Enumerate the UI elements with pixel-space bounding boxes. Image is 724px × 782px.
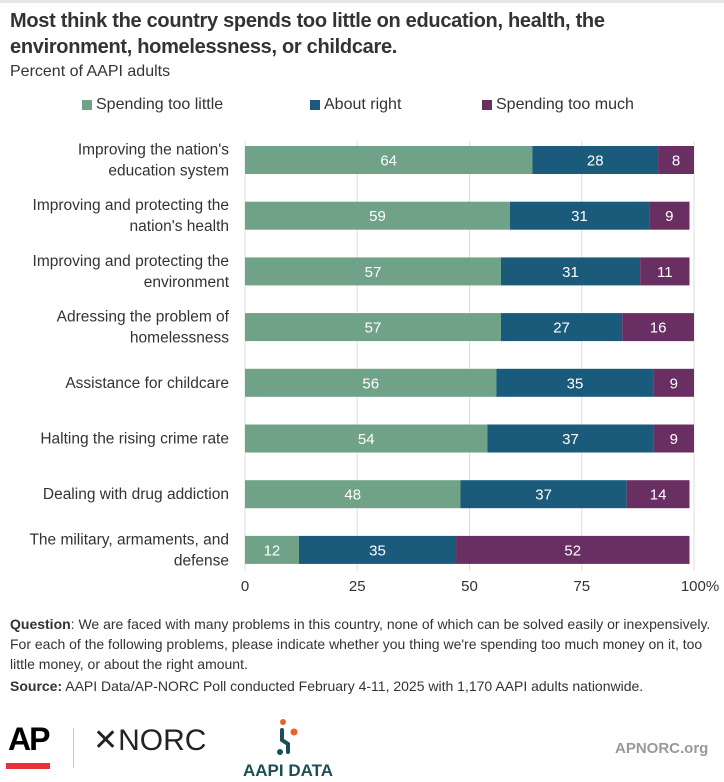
data-label: 54 (358, 431, 375, 448)
source-text: AAPI Data/AP-NORC Poll conducted Februar… (62, 678, 644, 694)
bar-segment (649, 201, 690, 230)
bar-segment (509, 201, 650, 230)
ap-logo: AP (8, 721, 50, 757)
data-label: 28 (587, 153, 604, 170)
category-label: Improving and protecting the (33, 253, 229, 270)
data-label: 59 (369, 208, 386, 225)
data-label: 31 (562, 264, 579, 281)
data-label: 35 (567, 375, 584, 392)
data-label: 64 (380, 153, 397, 170)
data-label: 9 (670, 375, 678, 392)
legend-item: Spending too much (482, 96, 634, 114)
bar-segment (496, 368, 654, 397)
website-label: APNORC.org (615, 740, 709, 757)
source-note: Source: AAPI Data/AP-NORC Poll conducted… (10, 678, 643, 694)
data-label: 37 (562, 431, 579, 448)
data-label: 9 (665, 208, 673, 225)
x-tick-label: 0 (241, 578, 249, 595)
legend-label: Spending too much (496, 96, 634, 113)
category-label: education system (108, 163, 229, 180)
aapi-data-logo: AAPI DATA (243, 761, 334, 780)
bar-segment (298, 535, 457, 564)
bar-segment (640, 257, 690, 286)
bar-segment (653, 424, 694, 453)
x-tick-label: 25 (349, 578, 366, 595)
category-label: defense (174, 552, 229, 569)
data-label: 35 (369, 542, 386, 559)
data-label: 12 (264, 542, 281, 559)
bar-segment (245, 257, 501, 286)
category-label: Improving and protecting the (33, 197, 229, 214)
legend-label: Spending too little (96, 96, 224, 113)
category-label: environment (144, 274, 230, 291)
data-label: 31 (571, 208, 588, 225)
bar-segment (245, 313, 501, 342)
chart-title: Most think the country spends too little… (10, 10, 605, 58)
legend-label: About right (324, 96, 402, 113)
norc-logo: ✕NORC (93, 724, 207, 757)
question-note: Question: We are faced with many problem… (10, 614, 720, 674)
bar-segment (245, 201, 510, 230)
category-label: Halting the rising crime rate (40, 431, 229, 448)
bar-segment (460, 480, 627, 509)
bar-segment (245, 424, 488, 453)
bar-segment (658, 146, 694, 174)
category-label: Improving the nation's (78, 142, 229, 159)
legend-item: About right (310, 96, 401, 114)
ap-logo-bar (6, 763, 50, 769)
data-label: 48 (344, 487, 361, 504)
bar-chart: 0 25 50 75 100% Improving the nation's educati… (29, 141, 719, 595)
data-label: 37 (535, 487, 552, 504)
legend-item: Spending too little (82, 96, 223, 114)
logo-divider (73, 728, 74, 768)
data-label: 9 (670, 431, 678, 448)
legend-swatch (82, 100, 92, 110)
source-label: Source: (10, 678, 63, 694)
bar-segment (532, 146, 659, 174)
bar-segment (653, 368, 694, 397)
data-label: 8 (672, 153, 680, 170)
bar-segment (500, 257, 641, 286)
chart-subtitle: Percent of AAPI adults (10, 63, 171, 80)
bar-segment (245, 480, 461, 509)
legend-swatch (482, 100, 492, 110)
data-label: 16 (650, 320, 667, 337)
aapi-logo-icon (277, 719, 298, 755)
category-label: Assistance for childcare (65, 375, 229, 392)
bar-segment (245, 146, 533, 174)
bar-segment (487, 424, 654, 453)
bar-segment (500, 313, 623, 342)
question-label: Question (10, 616, 71, 632)
data-label: 57 (365, 320, 382, 337)
x-tick-label: 75 (573, 578, 590, 595)
question-text: : We are faced with many problems in thi… (10, 616, 711, 672)
bar-segment (456, 535, 690, 564)
data-label: 52 (564, 542, 581, 559)
data-label: 56 (362, 375, 379, 392)
x-tick-label: 100% (681, 578, 719, 595)
data-label: 57 (365, 264, 382, 281)
category-label: homelessness (130, 330, 229, 347)
bar-segment (622, 313, 694, 342)
category-label: Dealing with drug addiction (43, 486, 229, 503)
data-label: 27 (553, 320, 570, 337)
bar-segment (626, 480, 690, 509)
data-label: 14 (650, 487, 667, 504)
data-label: 11 (657, 264, 673, 281)
x-tick-label: 50 (461, 578, 478, 595)
bar-segment (245, 368, 497, 397)
category-label: The military, armaments, and (29, 531, 229, 548)
category-label: Adressing the problem of (57, 309, 230, 326)
legend-swatch (310, 100, 320, 110)
category-label: nation's health (130, 218, 229, 235)
bar-segment (245, 535, 299, 564)
